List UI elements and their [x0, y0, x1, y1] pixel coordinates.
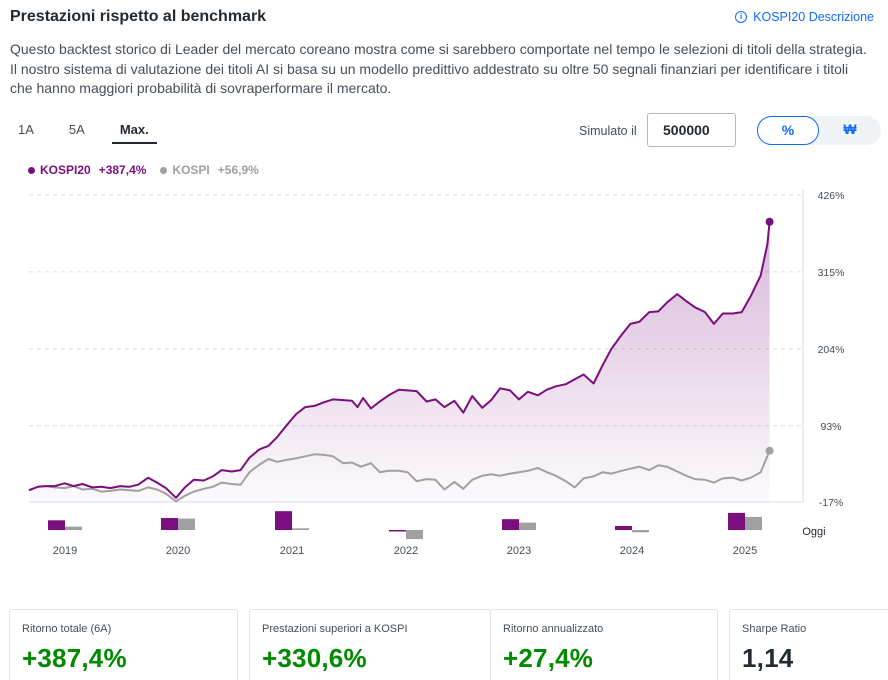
y-tick-label: 426%	[818, 190, 845, 202]
annual-return-bar-kospi20-2025	[728, 512, 745, 530]
stat-value: +330,6%	[262, 643, 367, 673]
stat-value: +27,4%	[503, 643, 594, 673]
year-label: 2021	[280, 545, 304, 557]
unit-toggle: % ₩	[757, 116, 881, 145]
legend-item-kospi: KOSPI +56,9%	[160, 163, 259, 177]
stats-cards: Ritorno totale (6A) +387,4% Prestazioni …	[9, 609, 888, 680]
kospi20-end-dot	[765, 217, 774, 226]
year-label: 2020	[166, 545, 190, 557]
header: Prestazioni rispetto al benchmark i KOSP…	[10, 8, 878, 30]
performance-chart-svg: 426% 315% 204% 93% -17% 2019 2020 2021 2022 2023 2…	[28, 190, 845, 557]
annual-return-bar-kospi20-2019	[48, 520, 65, 530]
chart-legend: KOSPI20 +387,4% KOSPI +56,9%	[28, 163, 273, 177]
stat-card-sharpe-ratio: Sharpe Ratio 1,14	[729, 609, 888, 680]
legend-item-kospi20: KOSPI20 +387,4%	[28, 163, 146, 177]
kospi-line	[28, 450, 771, 503]
legend-name-kospi20: KOSPI20	[40, 163, 91, 177]
stat-label: Prestazioni superiori a KOSPI	[262, 623, 408, 635]
stat-card-annualized-return: Ritorno annualizzato +27,4%	[490, 609, 718, 680]
year-label: 2022	[394, 545, 418, 557]
annual-return-bar-kospi-2019	[65, 526, 82, 530]
unit-won-button[interactable]: ₩	[843, 121, 857, 137]
legend-name-kospi: KOSPI	[172, 163, 210, 177]
year-label: 2025	[733, 545, 757, 557]
annual-return-bar-kospi-2024	[632, 530, 649, 533]
today-label: Oggi	[802, 526, 825, 538]
annual-return-bar-kospi-2021	[292, 528, 309, 530]
legend-value-kospi20: +387,4%	[98, 163, 147, 177]
kospi20-area	[29, 221, 770, 502]
annual-return-bar-kospi20-2024	[615, 526, 632, 530]
y-tick-label: 315%	[818, 267, 845, 279]
stat-value: 1,14	[742, 643, 794, 673]
kospi20-line	[28, 221, 771, 499]
range-tab-5y[interactable]: 5A	[68, 122, 85, 137]
legend-dot-kospi	[160, 166, 168, 174]
info-icon: i	[735, 11, 748, 23]
stat-card-outperformance: Prestazioni superiori a KOSPI +330,6%	[249, 609, 491, 680]
year-label: 2019	[53, 545, 77, 557]
stat-label: Ritorno annualizzato	[503, 623, 604, 635]
stat-label: Ritorno totale (6A)	[22, 623, 112, 635]
annual-return-bar-kospi20-2023	[502, 519, 519, 530]
annual-return-bar-kospi20-2020	[161, 518, 178, 530]
y-tick-label: 204%	[818, 344, 845, 356]
annual-return-bar-kospi-2022	[406, 530, 423, 540]
description-link-label: KOSPI20 Descrizione	[753, 10, 874, 24]
unit-percent-button[interactable]: %	[757, 116, 819, 145]
range-tab-max[interactable]: Max.	[111, 118, 157, 144]
legend-dot-kospi20	[28, 166, 35, 174]
intro-text: Questo backtest storico di Leader del me…	[10, 41, 867, 96]
year-label: 2023	[507, 545, 531, 557]
simulate-label: Simulato il	[579, 124, 637, 138]
stat-value: +387,4%	[22, 643, 127, 673]
description-link[interactable]: i KOSPI20 Descrizione	[735, 10, 874, 24]
legend-value-kospi: +56,9%	[217, 163, 259, 177]
range-tabs: 1A 5A Max.	[10, 118, 176, 144]
y-tick-label: -17%	[819, 497, 844, 509]
annual-return-bar-kospi20-2022	[389, 530, 406, 532]
performance-chart: 426% 315% 204% 93% -17% 2019 2020 2021 2022 2023 2…	[0, 180, 888, 580]
simulate-amount-input[interactable]	[647, 113, 736, 147]
kospi-end-dot	[765, 446, 774, 455]
annual-return-bar-kospi-2023	[519, 522, 536, 530]
annual-return-bar-kospi20-2021	[275, 511, 292, 530]
range-tab-1y[interactable]: 1A	[18, 122, 34, 137]
stat-label: Sharpe Ratio	[742, 623, 807, 635]
annual-return-bar-kospi-2025	[745, 516, 762, 530]
stat-card-total-return: Ritorno totale (6A) +387,4%	[9, 609, 238, 680]
year-label: 2024	[620, 545, 644, 557]
page-title: Prestazioni rispetto al benchmark	[10, 8, 267, 25]
annual-return-bar-kospi-2020	[178, 518, 195, 530]
y-tick-label: 93%	[820, 421, 841, 433]
